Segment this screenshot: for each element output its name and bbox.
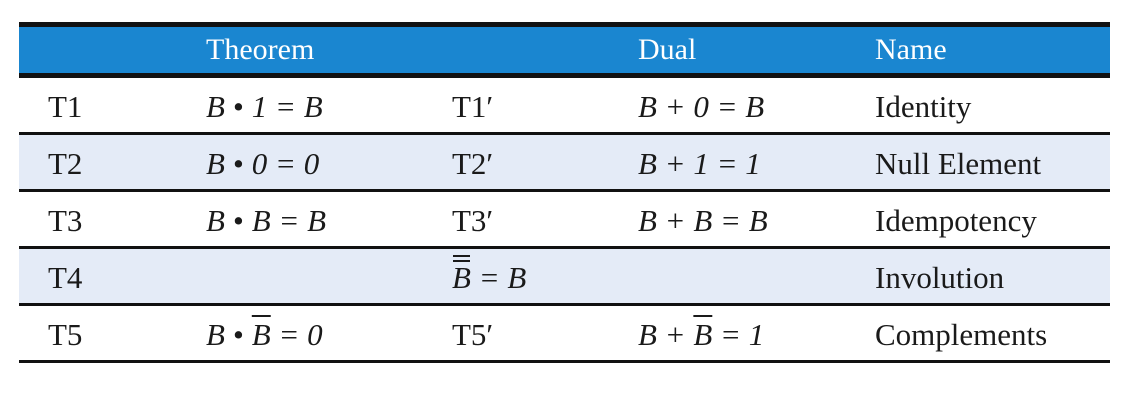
table-row: T4 B = B Involution [19,249,1110,306]
involution-expression: B = B [452,249,526,303]
and-operator: • [232,203,244,238]
theorem-rhs: B = B [251,203,327,238]
theorem-lhs: B [206,146,225,181]
header-dual: Dual [638,33,697,66]
complement-var: B [693,317,713,352]
and-operator: • [232,89,244,124]
theorem-name: Involution [875,260,1005,295]
table-row: T2 B • 0 = 0 T2′ B + 1 = 1 Null Element [19,135,1110,192]
theorem-lhs: B [206,203,225,238]
theorem-id: T4 [48,260,83,295]
theorem-rhs: 0 = 0 [251,146,320,181]
and-operator: • [232,317,244,352]
theorem-expression: B • B = B [206,192,326,246]
table-row: T1 B • 1 = B T1′ B + 0 = B Identity [19,78,1110,135]
theorem-rhs: 1 = B [251,89,323,124]
boolean-theorems-table: Theorem Dual Name T1 B • 1 = B T1′ B + 0 =… [19,22,1110,363]
theorem-id: T2 [48,146,83,181]
dual-expression: B + 1 = 1 [638,146,761,181]
theorem-id: T3 [48,203,83,238]
dual-id: T1′ [452,89,494,124]
theorem-name: Identity [875,89,972,124]
theorem-expression: B • 1 = B [206,78,323,132]
dual-id: T2′ [452,146,494,181]
theorem-expression: B • B = 0 [206,306,323,360]
dual-expression: B + B = B [638,203,768,238]
double-complement-var: B [452,249,471,307]
theorem-id: T5 [48,317,83,352]
dual-id: T3′ [452,203,494,238]
theorem-name: Null Element [875,146,1042,181]
theorem-rhs-rest: = 0 [270,317,323,352]
table-header: Theorem Dual Name [19,27,1110,78]
dual-id: T5′ [452,317,494,352]
theorem-lhs: B [206,317,225,352]
dual-lhs: B + [638,317,694,352]
dual-expression: B + 0 = B [638,89,765,124]
theorem-name: Complements [875,317,1048,352]
theorem-lhs: B [206,89,225,124]
involution-rest: = B [470,260,527,295]
dual-rest: = 1 [712,317,765,352]
theorem-id: T1 [48,89,83,124]
header-theorem: Theorem [206,33,315,66]
theorem-expression: B • 0 = 0 [206,135,319,189]
table-row: T5 B • B = 0 T5′ B + B = 1 Complements [19,306,1110,363]
table-row: T3 B • B = B T3′ B + B = B Idempotency [19,192,1110,249]
top-rule [19,22,1110,27]
theorem-name: Idempotency [875,203,1037,238]
complement-var: B [251,317,271,352]
and-operator: • [232,146,244,181]
dual-expression: B + B = 1 [638,306,764,360]
header-name: Name [875,33,947,66]
